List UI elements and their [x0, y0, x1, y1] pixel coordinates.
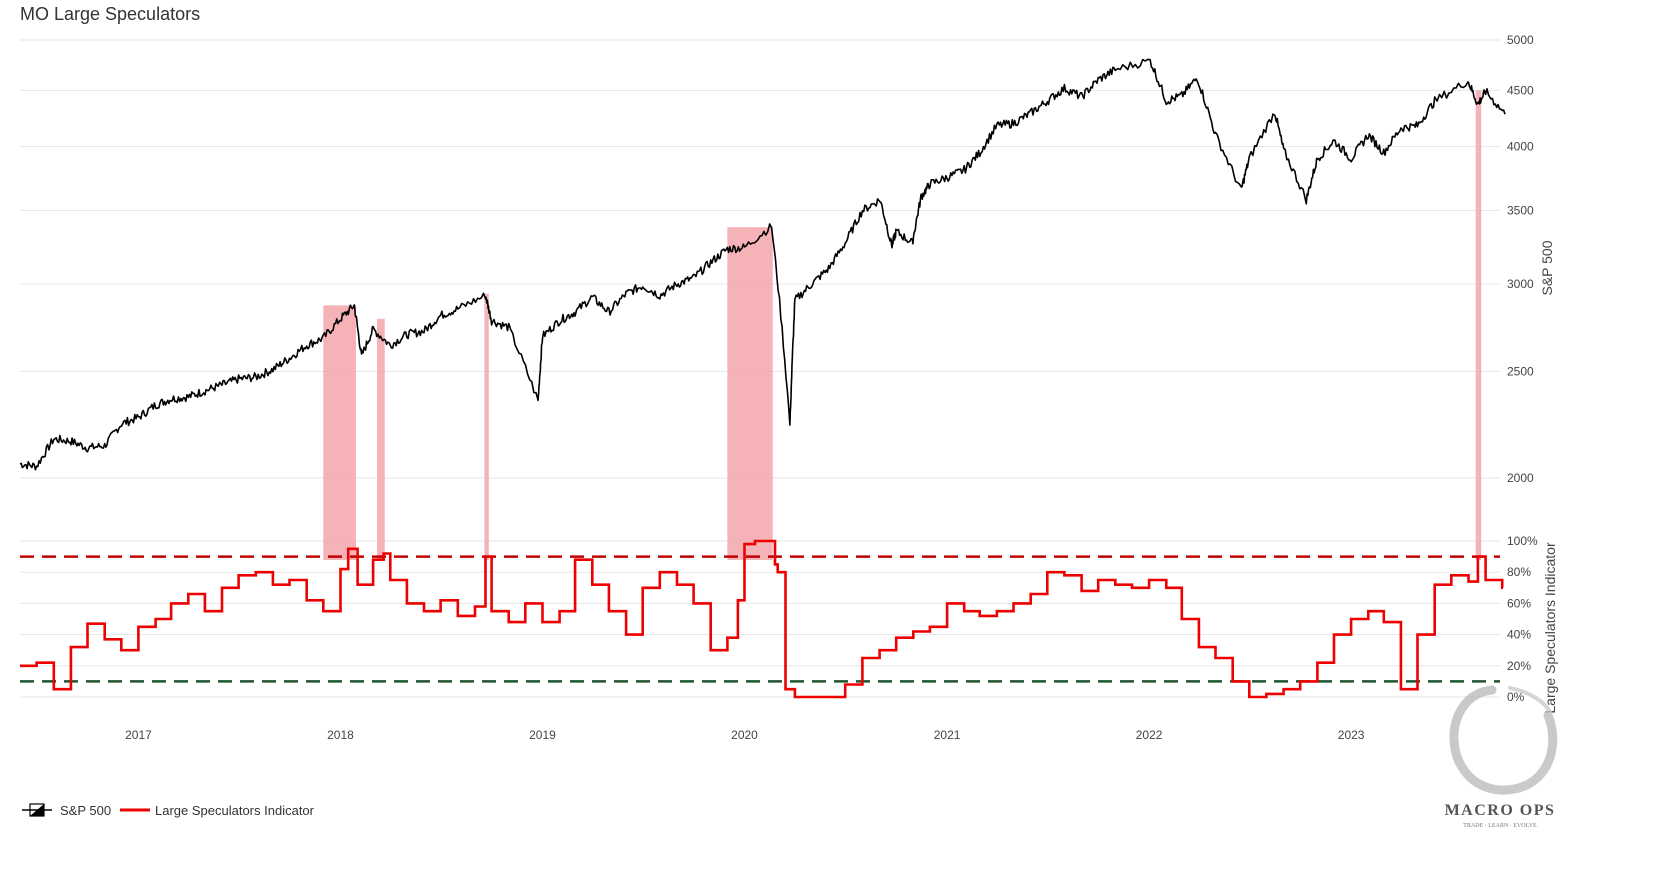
legend-box: [29, 803, 45, 817]
y-tick-label: 2000: [1507, 471, 1534, 485]
candlestick-legend-icon: [22, 803, 52, 817]
large-speculators-line: [20, 539, 1504, 699]
macro-ops-logo: [1449, 685, 1558, 795]
y-tick-label: 80%: [1507, 565, 1531, 579]
x-tick-label: 2023: [1338, 728, 1365, 742]
x-tick-label: 2022: [1136, 728, 1163, 742]
x-tick-label: 2021: [934, 728, 961, 742]
y-tick-label: 20%: [1507, 659, 1531, 673]
signal-highlight-band: [1475, 90, 1482, 560]
y-tick-label: 40%: [1507, 628, 1531, 642]
legend: [22, 803, 150, 817]
logo-enso-circle: [1449, 685, 1558, 795]
legend-label-spx: S&P 500: [60, 803, 111, 818]
signal-highlight-band: [727, 227, 773, 560]
y-tick-label: 2500: [1507, 364, 1534, 378]
x-tick-label: 2019: [529, 728, 556, 742]
logo-enso-tail: [1508, 686, 1552, 714]
legend-label-indicator: Large Speculators Indicator: [155, 803, 315, 818]
y-tick-label: 3500: [1507, 203, 1534, 217]
y-axis-title: Large Speculators Indicator: [1542, 542, 1558, 714]
x-tick-label: 2018: [327, 728, 354, 742]
logo-wordmark: MACRO OPS: [1445, 802, 1556, 819]
y-axis-title: S&P 500: [1539, 240, 1555, 295]
legend-triangle: [30, 804, 44, 816]
signal-highlight-band: [323, 305, 356, 560]
logo-tagline: TRADE · LEARN · EVOLVE: [1463, 823, 1537, 829]
signal-highlight-band: [484, 293, 489, 560]
y-tick-label: 4500: [1507, 83, 1534, 97]
chart-title: MO Large Speculators: [20, 4, 201, 24]
x-tick-label: 2020: [731, 728, 758, 742]
y-tick-label: 4000: [1507, 140, 1534, 154]
spx-price-line: [19, 58, 1506, 471]
y-tick-label: 3000: [1507, 277, 1534, 291]
signal-highlight-band: [376, 318, 385, 560]
y-tick-label: 5000: [1507, 33, 1534, 47]
y-tick-label: 60%: [1507, 596, 1531, 610]
y-tick-label: 100%: [1507, 534, 1538, 548]
y-tick-label: 0%: [1507, 690, 1525, 704]
x-tick-label: 2017: [125, 728, 152, 742]
